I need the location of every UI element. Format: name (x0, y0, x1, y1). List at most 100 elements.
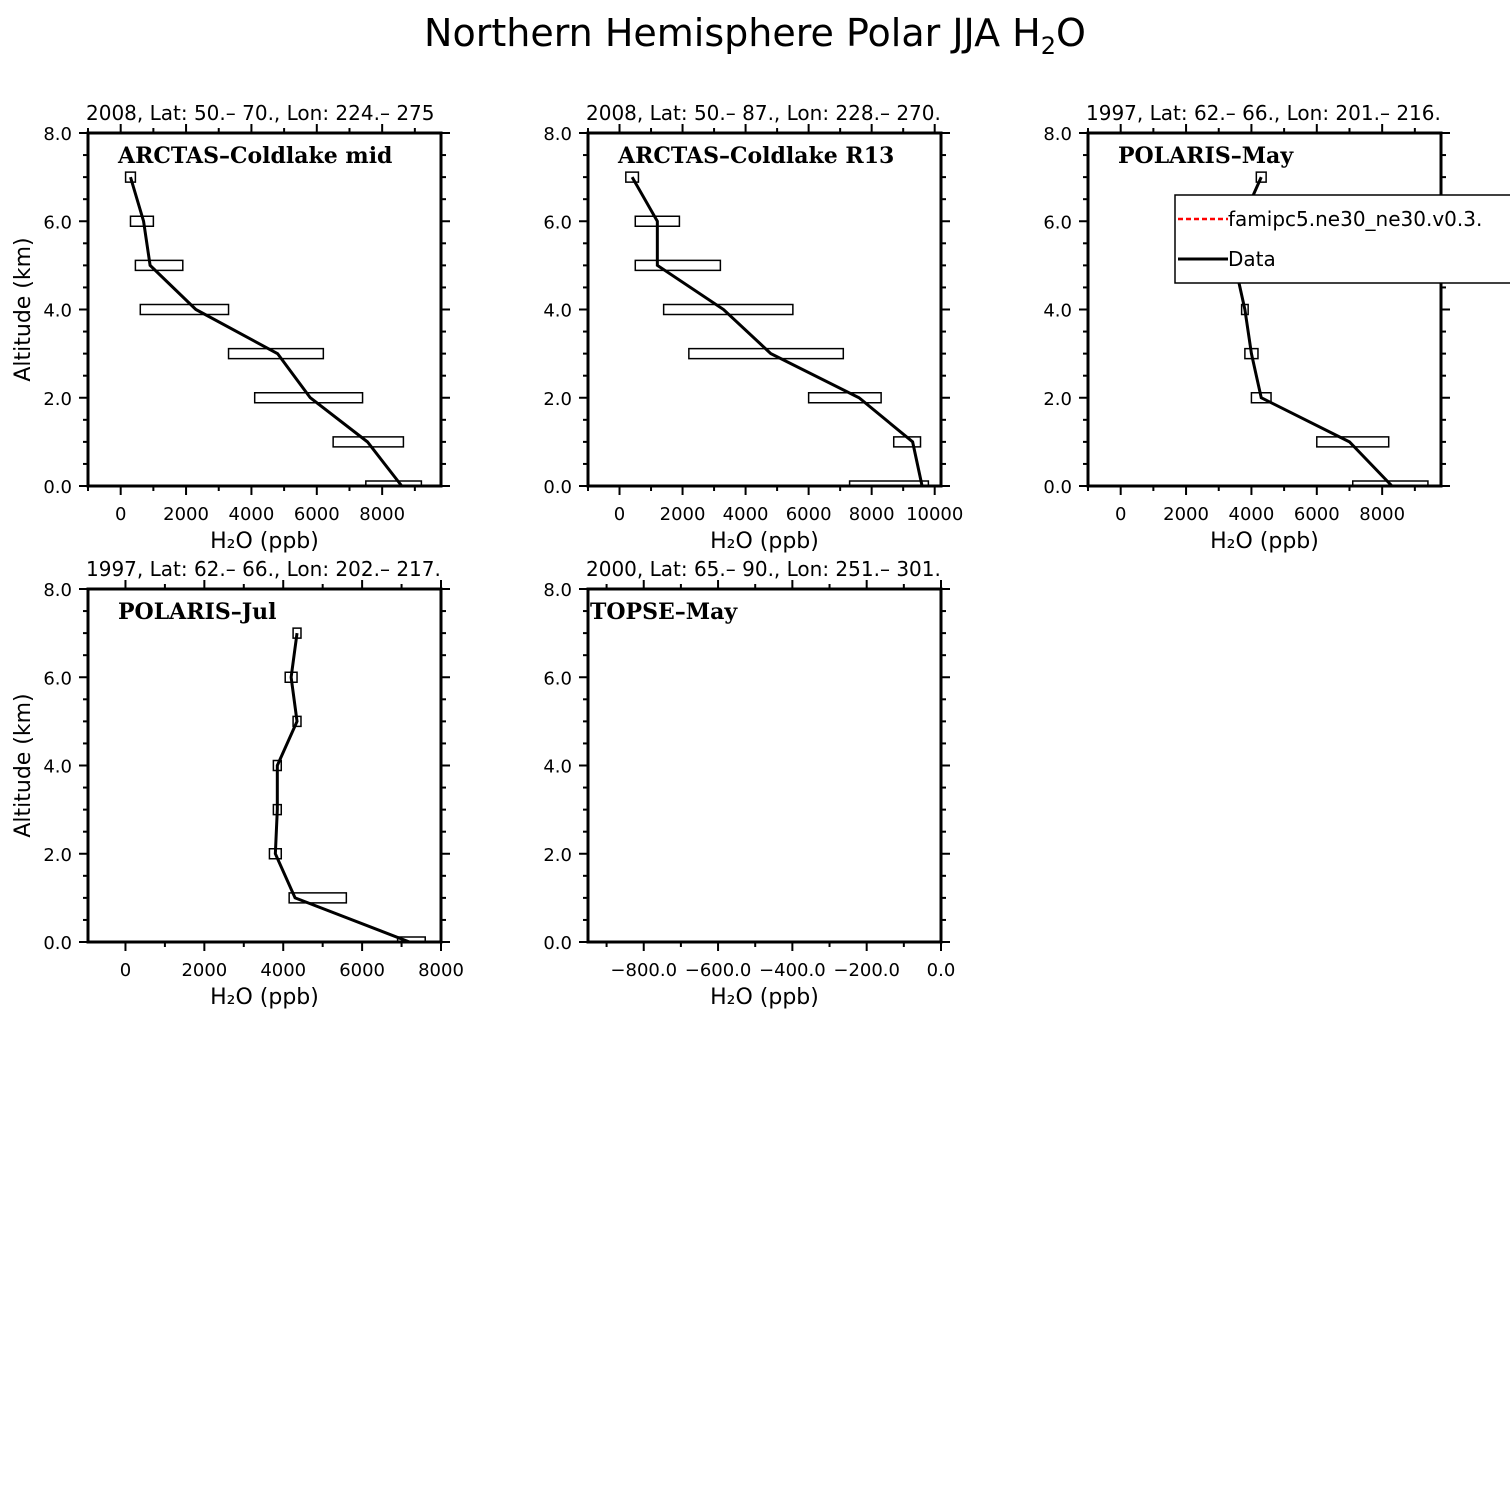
range-box (396, 936, 426, 943)
x-tick-label: −600.0 (685, 960, 752, 981)
plot-frame (1086, 131, 1443, 488)
y-tick-label: 4.0 (1043, 301, 1072, 322)
y-tick-label: 8.0 (43, 124, 72, 145)
panel-5: 2000, Lat: 65.– 90., Lon: 251.– 301. 0.0 2… (543, 557, 955, 1010)
y-tick-label: 2.0 (43, 389, 72, 410)
y-tick-label: 0.0 (43, 477, 72, 498)
x-tick-label: 8000 (849, 504, 895, 525)
range-box (625, 171, 640, 183)
y-axis-label: Altitude (km) (11, 693, 36, 837)
x-tick-label: 6000 (339, 960, 385, 981)
panel-label: TOPSE–May (590, 599, 738, 625)
legend-box (1174, 194, 1510, 284)
x-tick-label: −800.0 (610, 960, 677, 981)
panel-label: ARCTAS–Coldlake mid (117, 143, 392, 169)
y-tick-label: 4.0 (543, 301, 572, 322)
x-tick-label: 2000 (163, 504, 209, 525)
plot-frame (86, 587, 443, 944)
legend: famipc5.ne30_ne30.v0.3. Data (1174, 194, 1510, 284)
panel-subtitle: 1997, Lat: 62.– 66., Lon: 201.– 216. (1086, 101, 1441, 125)
panel-1: 2008, Lat: 50.– 70., Lon: 224.– 275 0.0 2.… (11, 101, 450, 554)
range-box (332, 436, 405, 448)
y-tick-label: 2.0 (43, 845, 72, 866)
range-box (134, 259, 184, 272)
panel-subtitle: 2008, Lat: 50.– 70., Lon: 224.– 275 (86, 101, 435, 125)
x-axis-label: H₂O (ppb) (210, 985, 319, 1010)
plot-frame (586, 131, 943, 488)
x-axis-label: H₂O (ppb) (710, 529, 819, 554)
panel-label: ARCTAS–Coldlake R13 (617, 143, 894, 169)
x-tick-label: 0 (120, 960, 131, 981)
panel-3: 1997, Lat: 62.– 66., Lon: 201.– 216. 0.0 2… (1043, 101, 1450, 554)
series-data (625, 171, 930, 487)
x-tick-label: 2000 (1163, 504, 1209, 525)
figure-title: Northern Hemisphere Polar JJA H2O (424, 11, 1086, 60)
x-tick-label: 4000 (229, 504, 275, 525)
x-tick-label: 6000 (1294, 504, 1340, 525)
y-tick-label: 8.0 (1043, 124, 1072, 145)
y-tick-label: 0.0 (1043, 477, 1072, 498)
panels: 2008, Lat: 50.– 70., Lon: 224.– 275 0.0 2.… (11, 101, 1450, 1010)
y-tick-label: 0.0 (543, 477, 572, 498)
x-tick-label: 6000 (786, 504, 832, 525)
y-tick-label: 8.0 (43, 580, 72, 601)
panel-subtitle: 1997, Lat: 62.– 66., Lon: 202.– 217. (86, 557, 441, 581)
y-tick-label: 6.0 (43, 212, 72, 233)
range-box (139, 303, 230, 316)
series-data (124, 171, 423, 487)
panel-label: POLARIS–May (1118, 143, 1294, 169)
y-tick-label: 0.0 (43, 933, 72, 954)
panel-subtitle: 2008, Lat: 50.– 87., Lon: 228.– 270. (586, 101, 941, 125)
range-box (807, 392, 882, 404)
x-axis-label: H₂O (ppb) (1210, 529, 1319, 554)
x-tick-label: 8000 (418, 960, 464, 981)
x-axis-label: H₂O (ppb) (710, 985, 819, 1010)
x-tick-label: 4000 (723, 504, 769, 525)
x-tick-label: 0 (614, 504, 625, 525)
y-tick-label: 8.0 (543, 124, 572, 145)
panel-4: 1997, Lat: 62.– 66., Lon: 202.– 217. 0.0 2… (11, 557, 464, 1010)
x-tick-label: 6000 (294, 504, 340, 525)
x-tick-label: 2000 (181, 960, 227, 981)
x-tick-label: 0.0 (927, 960, 956, 981)
y-tick-label: 6.0 (43, 668, 72, 689)
x-tick-label: −200.0 (833, 960, 900, 981)
y-tick-label: 6.0 (1043, 212, 1072, 233)
x-tick-label: 0 (115, 504, 126, 525)
panel-label: POLARIS–Jul (118, 599, 276, 625)
series-data (268, 627, 426, 944)
y-tick-label: 4.0 (43, 301, 72, 322)
y-tick-label: 2.0 (543, 389, 572, 410)
profile-line (630, 176, 924, 487)
legend-label-data: Data (1228, 247, 1276, 271)
y-tick-label: 8.0 (543, 580, 572, 601)
panel-2: 2008, Lat: 50.– 87., Lon: 228.– 270. 0.0 2… (543, 101, 963, 554)
x-tick-label: 8000 (1359, 504, 1405, 525)
x-tick-label: 0 (1115, 504, 1126, 525)
plot-frame (586, 587, 943, 944)
profile-line (273, 632, 410, 944)
profile-line (129, 176, 403, 487)
y-tick-label: 6.0 (543, 212, 572, 233)
x-tick-label: 10000 (906, 504, 963, 525)
range-box (365, 480, 423, 487)
x-axis-label: H₂O (ppb) (210, 529, 319, 554)
x-tick-label: 4000 (260, 960, 306, 981)
x-tick-label: 2000 (660, 504, 706, 525)
y-axis-label: Altitude (km) (11, 237, 36, 381)
range-box (253, 392, 364, 404)
range-box (848, 480, 930, 487)
y-tick-label: 2.0 (543, 845, 572, 866)
y-tick-label: 0.0 (543, 933, 572, 954)
x-tick-label: 4000 (1229, 504, 1275, 525)
range-box (227, 347, 325, 360)
range-box (1255, 171, 1267, 183)
legend-label-model: famipc5.ne30_ne30.v0.3. (1228, 207, 1482, 231)
panel-subtitle: 2000, Lat: 65.– 90., Lon: 251.– 301. (586, 557, 941, 581)
y-tick-label: 4.0 (43, 757, 72, 778)
y-tick-label: 4.0 (543, 757, 572, 778)
range-box (288, 892, 348, 904)
x-tick-label: 8000 (359, 504, 405, 525)
range-box (634, 259, 722, 272)
